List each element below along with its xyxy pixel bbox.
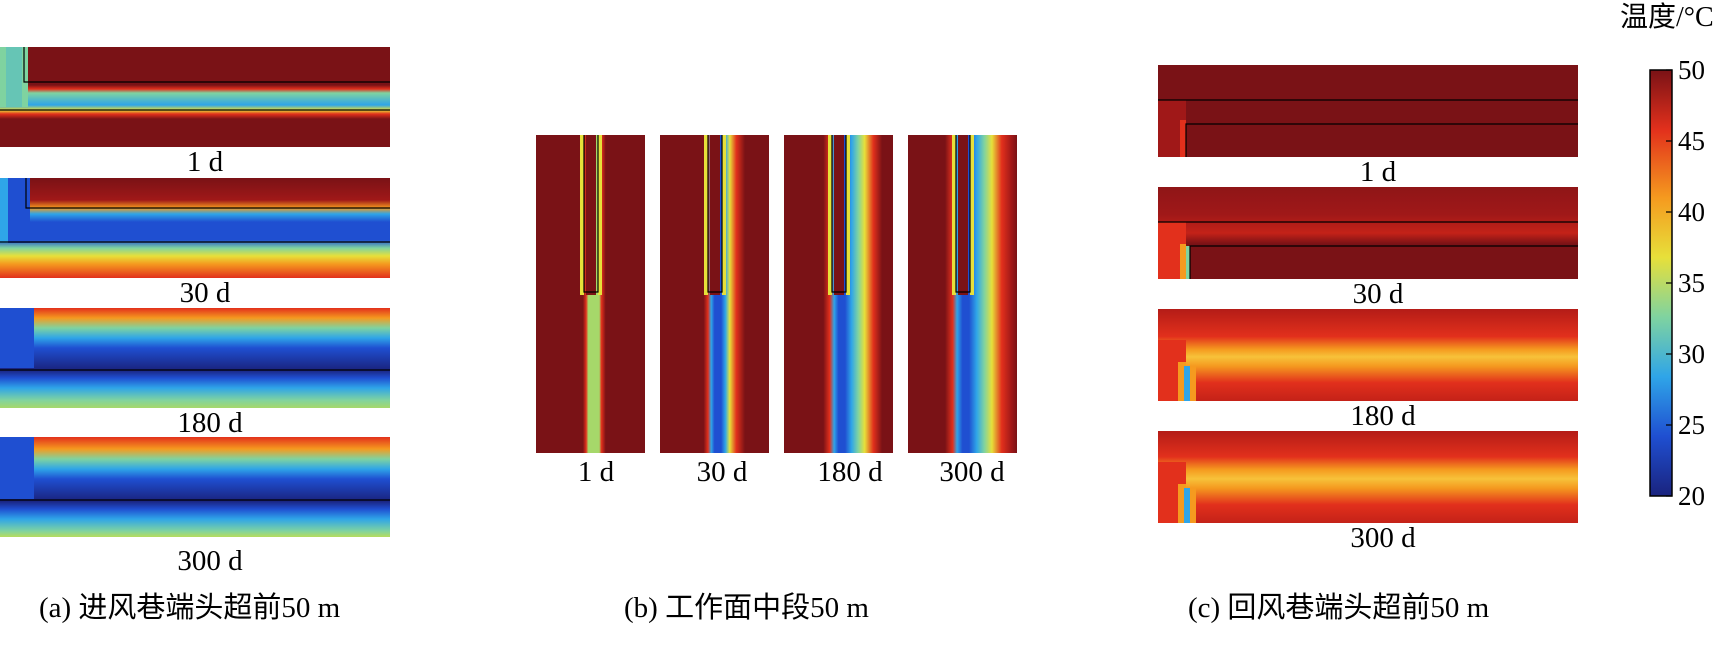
panel-b-map-180d xyxy=(784,135,893,453)
panel-a-map-300d xyxy=(0,437,390,537)
panel-a-label-180d: 180 d xyxy=(177,407,243,439)
panel-b-label-1d: 1 d xyxy=(577,456,615,488)
panel-c-map-1d xyxy=(1158,65,1578,157)
panel-c-label-1d: 1 d xyxy=(1359,156,1397,188)
panel-b-label-180d: 180 d xyxy=(817,456,883,488)
panel-a-maps xyxy=(0,47,390,537)
panel-c-map-30d xyxy=(1158,187,1578,279)
panel-c-label-300d: 300 d xyxy=(1350,522,1416,554)
colorbar-tick-25: 25 xyxy=(1678,410,1705,440)
panel-c-label-180d: 180 d xyxy=(1350,400,1416,432)
colorbar-tick-30: 30 xyxy=(1678,339,1705,369)
panel-b-maps xyxy=(536,135,1017,453)
panel-b-map-300d xyxy=(908,135,1017,453)
panel-b-map-30d xyxy=(660,135,769,453)
panel-b-caption: (b) 工作面中段50 m xyxy=(624,592,869,624)
panel-b-map-1d xyxy=(536,135,645,453)
colorbar-tick-20: 20 xyxy=(1678,481,1705,511)
panel-c-maps xyxy=(1158,65,1578,523)
panel-c-caption: (c) 回风巷端头超前50 m xyxy=(1188,592,1490,624)
panel-b-label-300d: 300 d xyxy=(939,456,1005,488)
panel-a-map-180d xyxy=(0,308,390,408)
colorbar-tick-35: 35 xyxy=(1678,268,1705,298)
panel-a-label-300d: 300 d xyxy=(177,545,243,577)
colorbar xyxy=(1649,69,1673,497)
panel-c-map-300d xyxy=(1158,431,1578,523)
colorbar-ticks xyxy=(1666,69,1672,497)
panel-a-map-1d xyxy=(0,47,390,147)
panel-c-label-30d: 30 d xyxy=(1352,278,1404,310)
colorbar-tick-40: 40 xyxy=(1678,197,1705,227)
panel-a-label-30d: 30 d xyxy=(179,277,231,309)
panel-a-caption: (a) 进风巷端头超前50 m xyxy=(39,592,341,624)
colorbar-tick-50: 50 xyxy=(1678,55,1705,85)
panel-a-label-1d: 1 d xyxy=(186,146,224,178)
panel-c-map-180d xyxy=(1158,309,1578,401)
panel-b-label-30d: 30 d xyxy=(696,456,748,488)
colorbar-title: 温度/°C xyxy=(1620,2,1714,33)
panel-a-map-30d xyxy=(0,178,390,278)
colorbar-tick-45: 45 xyxy=(1678,126,1705,156)
